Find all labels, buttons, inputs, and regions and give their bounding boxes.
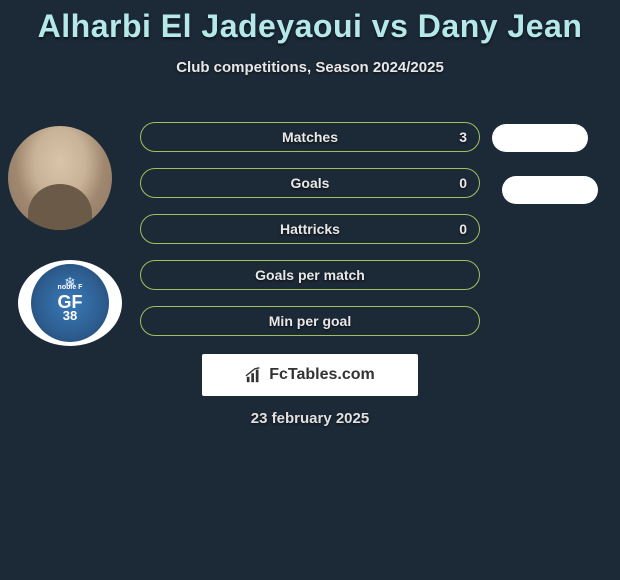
branding-box: FcTables.com (202, 354, 418, 396)
stat-value: 3 (459, 129, 467, 145)
stat-label: Hattricks (280, 221, 340, 237)
stat-bar-goals: Goals 0 (140, 168, 480, 198)
branding-text: FcTables.com (269, 366, 375, 384)
stat-label: Goals per match (255, 267, 365, 283)
club-badge: ❄ noble F GF 38 (18, 260, 122, 346)
date-text: 23 february 2025 (0, 410, 620, 427)
stat-value: 0 (459, 175, 467, 191)
club-badge-inner: ❄ noble F GF 38 (31, 264, 109, 342)
stat-bar-gpm: Goals per match (140, 260, 480, 290)
snowflake-icon: ❄ (64, 274, 76, 291)
player-avatar (8, 126, 112, 230)
club-number: 38 (63, 309, 77, 322)
page-title: Alharbi El Jadeyaoui vs Dany Jean (0, 0, 620, 45)
stat-bar-matches: Matches 3 (140, 122, 480, 152)
bar-chart-icon (245, 366, 263, 384)
stat-bars: Matches 3 Goals 0 Hattricks 0 Goals per … (140, 122, 480, 352)
stat-label: Goals (291, 175, 330, 191)
stat-bar-mpg: Min per goal (140, 306, 480, 336)
right-pill-2 (502, 176, 598, 204)
page-subtitle: Club competitions, Season 2024/2025 (0, 59, 620, 76)
stat-label: Min per goal (269, 313, 351, 329)
stat-label: Matches (282, 129, 338, 145)
stat-bar-hattricks: Hattricks 0 (140, 214, 480, 244)
right-pill-1 (492, 124, 588, 152)
stat-value: 0 (459, 221, 467, 237)
